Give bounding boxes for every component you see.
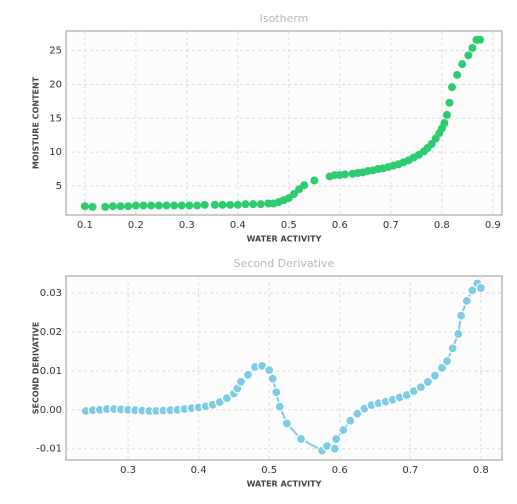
- marker: [429, 370, 441, 381]
- y-tick-label: 0.00: [40, 405, 62, 416]
- y-tick-label: 25: [49, 46, 62, 57]
- marker: [221, 393, 232, 404]
- chart-title: Isotherm: [260, 12, 309, 25]
- marker: [442, 110, 451, 119]
- marker: [352, 408, 363, 419]
- marker: [436, 362, 448, 373]
- marker: [233, 200, 242, 209]
- y-tick-label: 0.02: [40, 327, 62, 338]
- marker: [170, 201, 179, 210]
- marker: [235, 376, 247, 387]
- marker: [281, 418, 292, 429]
- marker: [101, 202, 110, 211]
- marker: [329, 443, 340, 454]
- y-axis-label: SECOND DERIVATIVE: [32, 322, 41, 415]
- x-tick-label: 0.3: [179, 220, 195, 231]
- y-tick-label: 0.03: [40, 288, 62, 299]
- marker: [88, 202, 97, 211]
- y-tick-label: 0.01: [40, 366, 62, 377]
- marker: [264, 365, 275, 376]
- marker: [295, 433, 307, 445]
- marker: [185, 201, 194, 210]
- x-tick-label: 0.5: [261, 465, 277, 476]
- marker: [458, 60, 467, 69]
- marker: [274, 401, 285, 412]
- chart-title: Second Derivative: [234, 257, 335, 270]
- marker: [447, 343, 458, 354]
- marker: [193, 201, 202, 210]
- plot-area: [65, 275, 503, 461]
- marker: [108, 202, 117, 211]
- marker: [226, 200, 235, 209]
- marker: [210, 200, 219, 209]
- marker: [453, 328, 464, 340]
- marker: [200, 200, 209, 209]
- x-tick-label: 0.2: [128, 220, 144, 231]
- marker: [256, 200, 265, 209]
- x-tick-label: 0.3: [120, 465, 136, 476]
- marker: [415, 382, 426, 393]
- marker: [468, 43, 477, 52]
- x-tick-label: 0.4: [230, 220, 246, 231]
- marker: [453, 70, 462, 79]
- marker: [267, 373, 278, 384]
- marker: [139, 201, 148, 210]
- marker: [80, 202, 89, 211]
- y-tick-label: -0.01: [36, 444, 62, 455]
- x-axis-label: WATER ACTIVITY: [247, 480, 322, 489]
- y-axis-label: MOISTURE CONTENT: [32, 76, 41, 169]
- x-tick-label: 0.8: [434, 220, 450, 231]
- x-tick-label: 0.1: [77, 220, 93, 231]
- marker: [440, 119, 449, 127]
- y-tick-label: 5: [56, 181, 62, 192]
- x-tick-label: 0.7: [402, 465, 418, 476]
- marker: [300, 181, 309, 190]
- marker: [154, 201, 163, 210]
- marker: [162, 201, 171, 210]
- x-tick-label: 0.7: [383, 220, 399, 231]
- marker: [338, 424, 349, 436]
- x-axis-label: WATER ACTIVITY: [247, 235, 322, 244]
- x-tick-label: 0.5: [281, 220, 297, 231]
- marker: [147, 201, 156, 210]
- y-tick-label: 10: [49, 147, 62, 158]
- marker: [476, 35, 485, 44]
- marker: [241, 200, 250, 209]
- marker: [461, 295, 472, 306]
- marker: [289, 190, 298, 199]
- marker: [310, 176, 319, 185]
- marker: [455, 310, 467, 321]
- marker: [249, 200, 258, 209]
- marker: [177, 201, 186, 210]
- marker: [218, 200, 227, 209]
- x-tick-label: 0.9: [485, 220, 501, 231]
- marker: [131, 201, 140, 210]
- y-tick-label: 20: [49, 79, 62, 90]
- x-tick-label: 0.6: [332, 465, 348, 476]
- marker: [271, 387, 282, 398]
- x-tick-label: 0.4: [191, 465, 207, 476]
- marker: [441, 356, 453, 367]
- marker: [124, 202, 133, 211]
- marker: [242, 369, 254, 380]
- marker: [340, 170, 349, 179]
- x-tick-label: 0.6: [332, 220, 348, 231]
- marker: [345, 415, 356, 426]
- marker: [448, 83, 457, 92]
- marker: [475, 282, 486, 294]
- marker: [331, 433, 342, 445]
- marker: [116, 202, 125, 211]
- x-tick-label: 0.8: [473, 465, 489, 476]
- plot-area: [65, 30, 503, 216]
- marker: [464, 51, 473, 60]
- marker: [422, 376, 434, 387]
- y-tick-label: 15: [49, 113, 62, 124]
- marker: [445, 98, 454, 107]
